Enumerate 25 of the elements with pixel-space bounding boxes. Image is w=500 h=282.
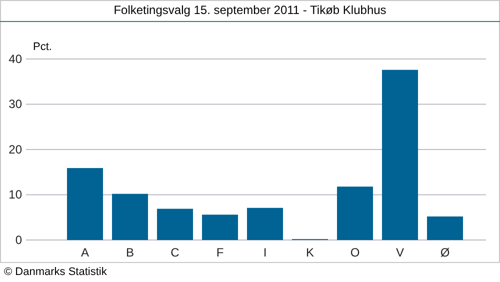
y-tick-label: 20: [8, 142, 22, 156]
bar: [112, 194, 148, 240]
x-tick-label: Ø: [440, 246, 450, 260]
y-axis-title: Pct.: [33, 41, 52, 53]
bar: [247, 208, 283, 240]
x-tick-label: C: [170, 246, 180, 260]
y-tick-label: 0: [15, 232, 22, 247]
bar: [67, 168, 103, 240]
x-tick-label: V: [396, 246, 404, 260]
bar: [337, 186, 373, 240]
x-tick-label: I: [263, 246, 267, 260]
y-tick-label: 10: [8, 188, 22, 202]
text: © Danmarks Statistik: [4, 266, 108, 278]
y-tick-label: 30: [8, 97, 22, 112]
bar: [157, 208, 193, 240]
chart-title: Folketingsvalg 15. september 2011 - Tikøb Klubhus: [114, 3, 386, 17]
x-tick-label: A: [80, 246, 90, 260]
bar: [202, 214, 238, 240]
x-tick-label: B: [126, 246, 134, 260]
bar: [382, 70, 418, 240]
x-tick-label: O: [350, 246, 360, 260]
y-tick-label: 40: [8, 52, 22, 66]
x-tick-label: K: [306, 246, 314, 260]
bar: [427, 216, 463, 240]
x-tick-label: F: [216, 246, 224, 260]
